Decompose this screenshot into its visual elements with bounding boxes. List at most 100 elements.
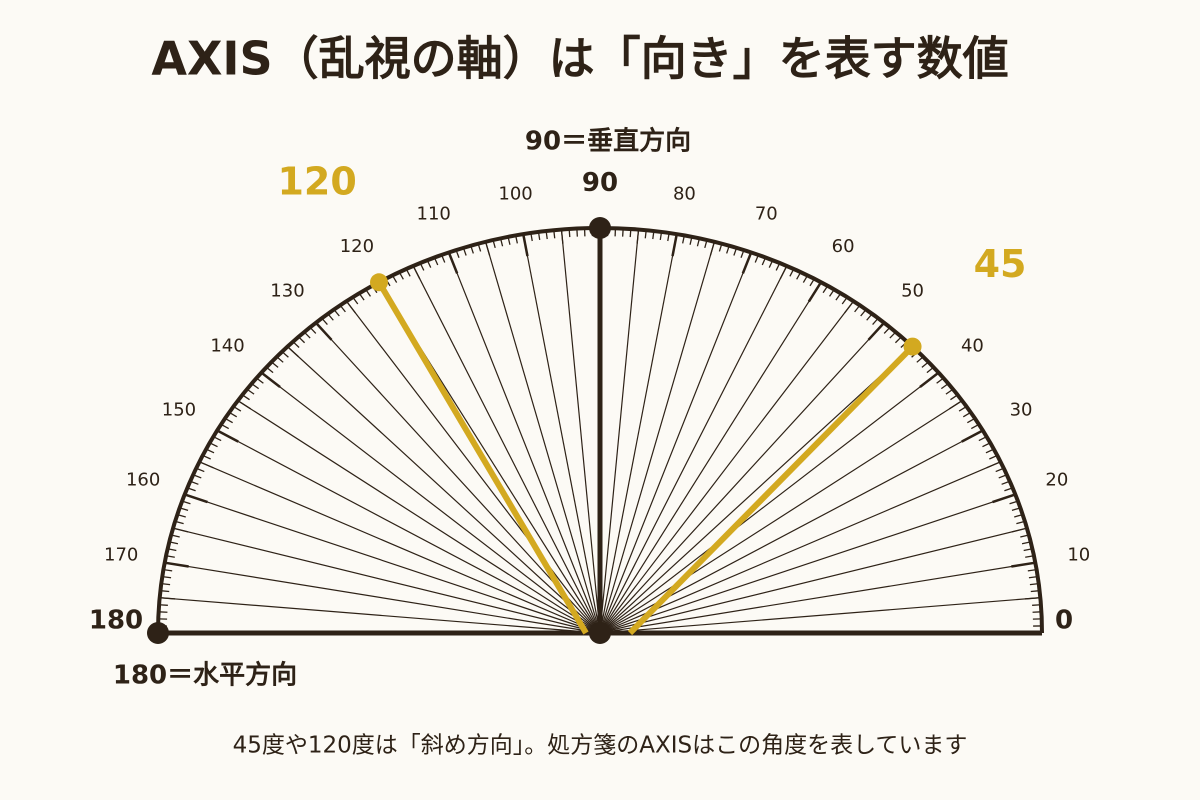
tick <box>251 383 260 390</box>
scale-label: 70 <box>755 203 778 224</box>
tick <box>484 241 491 256</box>
tick <box>835 292 842 301</box>
tick <box>733 247 738 256</box>
scale-label: 100 <box>498 183 532 204</box>
tick <box>1009 500 1019 505</box>
tick <box>995 467 1005 473</box>
tick <box>940 383 949 390</box>
highlight-line <box>627 344 915 636</box>
tick <box>667 232 670 242</box>
tick <box>1001 480 1011 485</box>
tick <box>177 513 186 518</box>
highlight-dot <box>370 273 388 292</box>
tick <box>184 493 208 504</box>
tick <box>398 271 404 280</box>
protractor: 0 10 20 30 40 50 60 70 80 90 100 110 120 130 140 150 160… <box>89 160 1090 644</box>
tick <box>671 233 678 257</box>
highlight-dot <box>903 337 922 356</box>
scale-label: 0 <box>1055 606 1073 636</box>
tick <box>1004 487 1013 492</box>
radial-line <box>522 234 601 634</box>
tick <box>159 597 176 600</box>
tick <box>568 228 571 238</box>
tick <box>426 259 432 268</box>
tick <box>854 304 861 313</box>
tick <box>477 243 482 252</box>
tick <box>807 281 823 303</box>
tick <box>167 548 177 552</box>
radial-line <box>560 229 601 634</box>
radial-line <box>485 241 601 634</box>
tick <box>160 590 170 593</box>
radial-line <box>599 234 678 634</box>
tick <box>802 275 809 283</box>
radial-line <box>599 229 640 634</box>
scale-label: 150 <box>162 399 196 420</box>
tick <box>822 285 829 294</box>
tick <box>718 243 723 252</box>
tick <box>455 249 460 258</box>
tick <box>192 474 202 479</box>
radial-line <box>599 241 715 634</box>
tick <box>365 289 371 297</box>
title: AXIS（乱視の軸）は「向き」を表す数値 <box>151 32 1008 86</box>
scale-label: 50 <box>901 281 924 302</box>
tick <box>961 429 984 443</box>
tick <box>560 229 564 244</box>
radial-line <box>599 527 1028 634</box>
tick <box>195 467 205 473</box>
tick <box>233 405 242 412</box>
tick <box>462 247 467 256</box>
tick <box>809 278 815 287</box>
tick <box>333 309 340 317</box>
tick <box>345 300 356 314</box>
tick <box>967 417 976 424</box>
tick <box>174 520 184 525</box>
tick <box>172 527 189 533</box>
tick <box>1030 590 1040 593</box>
tick <box>339 304 346 313</box>
tick <box>844 300 855 314</box>
tick <box>704 239 708 249</box>
scale-label: 170 <box>104 545 138 566</box>
tick <box>796 271 802 280</box>
radial-line <box>599 372 939 634</box>
pivot-dot <box>147 622 169 644</box>
tick <box>1011 507 1021 511</box>
tick <box>202 454 211 460</box>
tick <box>189 480 199 485</box>
tick <box>412 265 421 280</box>
tick <box>779 265 788 280</box>
tick <box>213 436 222 442</box>
tick <box>1023 548 1033 552</box>
radial-line <box>599 493 1016 634</box>
tick <box>789 268 795 277</box>
tick <box>216 429 239 443</box>
tick <box>281 351 289 358</box>
tick <box>652 230 655 240</box>
tick <box>260 371 281 388</box>
tick <box>889 331 897 339</box>
tick <box>447 251 459 274</box>
tick <box>775 262 781 271</box>
radial-line <box>599 461 1001 634</box>
tick <box>696 238 701 247</box>
tick <box>978 436 987 442</box>
scale-label: 120 <box>340 236 374 257</box>
tick <box>867 321 886 341</box>
radial-line <box>164 562 601 634</box>
tick <box>894 336 902 344</box>
tick <box>1016 520 1026 525</box>
tick <box>1028 575 1038 579</box>
tick <box>499 238 504 247</box>
radial-line <box>184 493 601 634</box>
tick <box>391 275 398 283</box>
highlight-label: 120 <box>277 160 356 204</box>
radial-line <box>599 562 1036 634</box>
tick <box>327 313 334 321</box>
radial-line <box>172 527 601 634</box>
tick <box>949 400 963 410</box>
scale-label: 160 <box>126 470 160 491</box>
tick <box>187 487 196 492</box>
